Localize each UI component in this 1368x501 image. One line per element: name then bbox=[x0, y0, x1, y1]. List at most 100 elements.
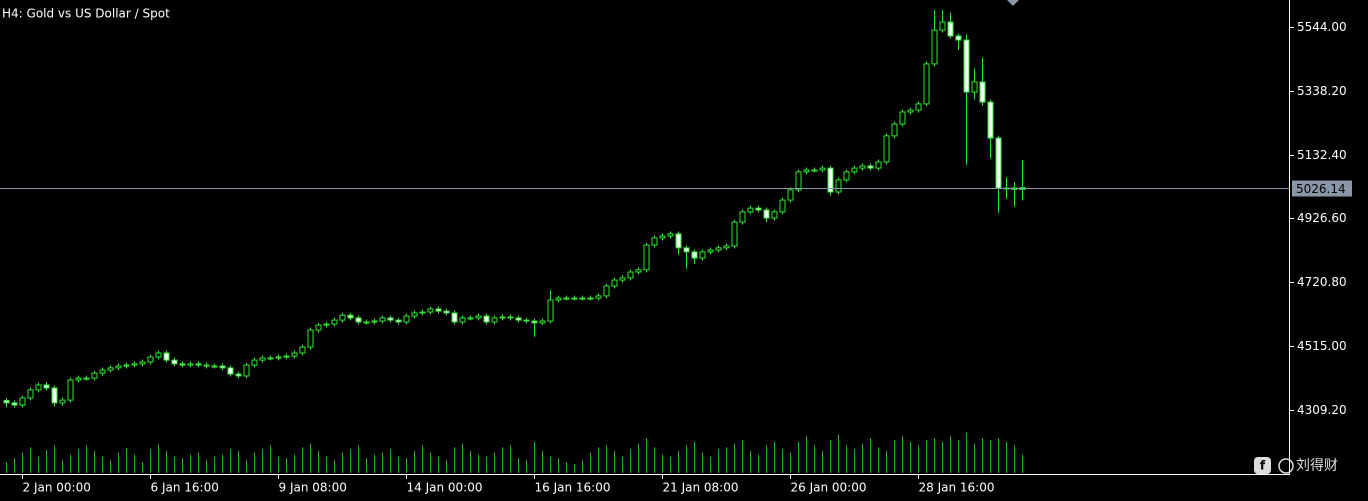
y-tick-label: 4309.20 bbox=[1297, 403, 1347, 417]
candle-body bbox=[307, 329, 314, 348]
candle-body bbox=[979, 81, 986, 103]
candle-body bbox=[59, 399, 66, 404]
candle-body bbox=[355, 317, 362, 323]
candle-body bbox=[483, 315, 490, 323]
x-tick-label: 9 Jan 08:00 bbox=[279, 481, 347, 495]
marker bbox=[1007, 0, 1019, 6]
candle-body bbox=[827, 167, 834, 193]
candle-body bbox=[707, 249, 714, 253]
candle-body bbox=[67, 379, 74, 401]
y-tick-label: 5338.20 bbox=[1297, 84, 1347, 98]
candle-body bbox=[755, 207, 762, 211]
candle-body bbox=[11, 402, 18, 406]
watermark-text: 刘得财 bbox=[1296, 457, 1338, 474]
candle-body bbox=[235, 373, 242, 377]
candle-body bbox=[891, 123, 898, 137]
candle-body bbox=[491, 317, 498, 323]
candle-body bbox=[419, 311, 426, 314]
candle-body bbox=[139, 361, 146, 365]
candle-body bbox=[83, 377, 90, 380]
candle-body bbox=[819, 167, 826, 171]
candle-body bbox=[947, 21, 954, 37]
candle-body bbox=[931, 29, 938, 65]
candle-body bbox=[579, 297, 586, 300]
candle-body bbox=[731, 221, 738, 247]
candle-body bbox=[507, 316, 514, 319]
candle-body bbox=[19, 397, 26, 406]
candle-body bbox=[163, 352, 170, 361]
candle-body bbox=[875, 161, 882, 169]
candle-body bbox=[547, 299, 554, 322]
candle-body bbox=[147, 356, 154, 363]
candle-body bbox=[939, 21, 946, 31]
last-price-box bbox=[1292, 180, 1352, 197]
candle-body bbox=[107, 367, 114, 371]
candle-body bbox=[379, 317, 386, 322]
candle-body bbox=[411, 312, 418, 317]
candle-body bbox=[323, 323, 330, 326]
candle-body bbox=[691, 251, 698, 259]
x-tick-label: 16 Jan 16:00 bbox=[535, 481, 611, 495]
candle-body bbox=[771, 211, 778, 219]
candle-body bbox=[3, 399, 10, 404]
candle-body bbox=[291, 352, 298, 357]
candle-body bbox=[195, 363, 202, 366]
candle-body bbox=[843, 171, 850, 181]
candle-body bbox=[803, 169, 810, 173]
candle-body bbox=[75, 377, 82, 381]
candle-body bbox=[339, 314, 346, 321]
candle-body bbox=[155, 352, 162, 358]
candle-body bbox=[179, 363, 186, 366]
chart-title: H4: Gold vs US Dollar / Spot bbox=[2, 7, 170, 21]
y-tick-label: 4926.60 bbox=[1297, 211, 1347, 225]
candle-body bbox=[387, 317, 394, 321]
watermark-at-icon bbox=[1278, 458, 1294, 474]
candle-body bbox=[211, 365, 218, 368]
candle-body bbox=[315, 324, 322, 331]
candle-body bbox=[923, 63, 930, 105]
candle-body bbox=[811, 169, 818, 172]
candle-body bbox=[91, 372, 98, 379]
candle-body bbox=[699, 251, 706, 259]
candle-body bbox=[187, 363, 194, 366]
candle-body bbox=[227, 367, 234, 375]
candle-body bbox=[571, 297, 578, 300]
candle-body bbox=[867, 165, 874, 169]
candle-body bbox=[883, 135, 890, 163]
candle-body bbox=[299, 346, 306, 354]
last-price-label: 5026.14 bbox=[1296, 182, 1346, 196]
candle-body bbox=[515, 317, 522, 321]
candle-body bbox=[275, 356, 282, 359]
candle-body bbox=[603, 285, 610, 297]
y-tick-label: 4720.80 bbox=[1297, 275, 1347, 289]
candle-body bbox=[451, 312, 458, 323]
x-tick-label: 6 Jan 16:00 bbox=[151, 481, 219, 495]
candle-body bbox=[363, 321, 370, 324]
candle-body bbox=[595, 295, 602, 299]
candle-body bbox=[915, 103, 922, 111]
candle-body bbox=[51, 387, 58, 404]
candle-body bbox=[427, 308, 434, 313]
candle-body bbox=[251, 359, 258, 366]
candle-body bbox=[563, 297, 570, 300]
candle-body bbox=[539, 320, 546, 324]
candle-body bbox=[963, 39, 970, 93]
candle-body bbox=[27, 389, 34, 399]
candle-body bbox=[555, 297, 562, 301]
candle-body bbox=[715, 247, 722, 251]
candle-body bbox=[779, 199, 786, 213]
candle-body bbox=[403, 315, 410, 323]
y-tick-label: 5544.00 bbox=[1297, 20, 1347, 34]
candle-body bbox=[131, 363, 138, 366]
candle-body bbox=[627, 271, 634, 279]
candle-body bbox=[531, 320, 538, 324]
candle-body bbox=[459, 317, 466, 323]
watermark-icon bbox=[1254, 457, 1271, 474]
candle-body bbox=[899, 111, 906, 125]
candle-body bbox=[659, 235, 666, 239]
candle-body bbox=[35, 384, 42, 391]
candle-body bbox=[667, 233, 674, 237]
candles bbox=[3, 10, 1026, 408]
candle-body bbox=[467, 317, 474, 320]
candle-body bbox=[99, 369, 106, 374]
